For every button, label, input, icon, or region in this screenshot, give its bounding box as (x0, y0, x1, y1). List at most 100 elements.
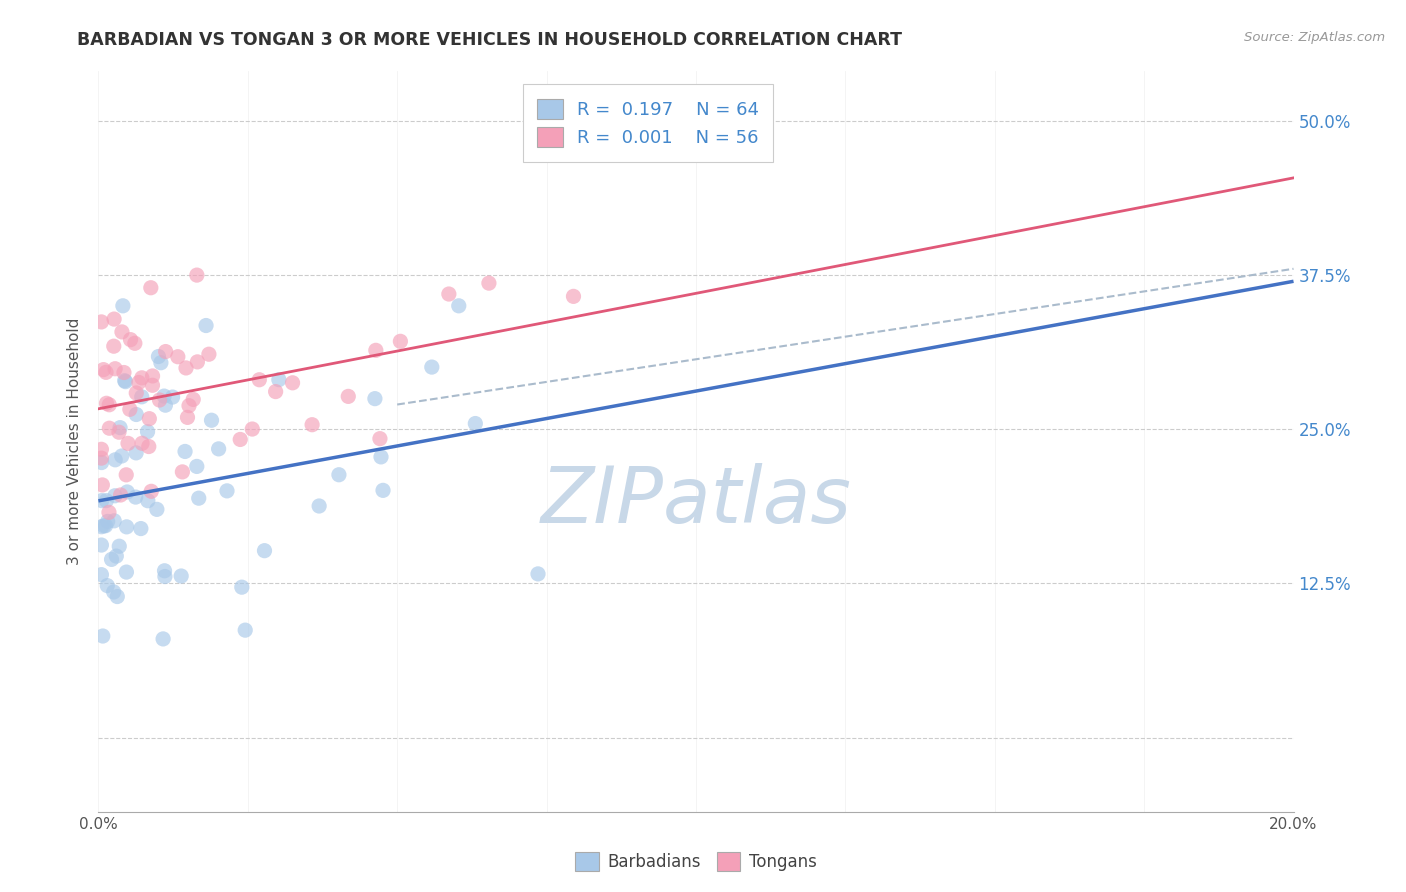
Point (105, 549, 128, 563)
Point (447, 299, 470, 313)
Point (198, 347, 221, 361)
Point (187, 491, 209, 506)
Point (125, 386, 148, 401)
Point (124, 336, 146, 351)
Point (91, 629, 114, 643)
Point (117, 436, 139, 450)
Point (200, 413, 222, 427)
Point (328, 467, 350, 482)
Point (370, 450, 392, 464)
Point (131, 390, 153, 404)
Point (141, 368, 163, 383)
Point (301, 417, 323, 432)
Point (96, 493, 118, 508)
Point (247, 373, 270, 387)
Point (115, 467, 138, 482)
Point (141, 484, 163, 499)
Point (108, 425, 131, 440)
Point (281, 376, 304, 390)
Point (186, 459, 208, 474)
Point (131, 436, 153, 450)
Point (90, 451, 112, 466)
Point (114, 375, 136, 389)
Point (136, 493, 159, 508)
Point (104, 452, 127, 467)
Point (464, 417, 486, 431)
Point (172, 465, 194, 479)
Point (308, 499, 330, 513)
Point (181, 392, 204, 407)
Point (148, 392, 170, 407)
Point (105, 590, 128, 604)
Point (103, 312, 125, 326)
Point (129, 522, 152, 536)
Point (103, 514, 125, 528)
Point (389, 334, 412, 349)
Point (90, 567, 112, 582)
Point (146, 502, 169, 516)
Point (90, 519, 112, 533)
Point (174, 360, 197, 375)
Point (114, 374, 136, 388)
Point (152, 632, 174, 646)
Point (368, 432, 391, 446)
Point (215, 483, 238, 498)
Point (141, 378, 163, 392)
Text: ZIPatlas: ZIPatlas (540, 463, 852, 539)
Point (111, 449, 134, 463)
Point (110, 488, 132, 502)
Point (176, 410, 198, 425)
Point (98, 398, 121, 412)
Legend: Barbadians, Tongans: Barbadians, Tongans (568, 845, 824, 878)
Y-axis label: 3 or more Vehicles in Household: 3 or more Vehicles in Household (67, 318, 83, 566)
Point (364, 392, 387, 406)
Point (136, 425, 159, 439)
Point (148, 350, 170, 364)
Point (98, 421, 121, 435)
Point (186, 268, 208, 282)
Point (118, 402, 141, 417)
Point (94, 365, 117, 379)
Point (153, 389, 176, 403)
Point (170, 569, 193, 583)
Point (240, 422, 263, 436)
Point (128, 376, 150, 390)
Point (153, 564, 176, 578)
Point (97, 515, 120, 529)
Point (90, 456, 112, 470)
Point (104, 489, 127, 503)
Point (93, 362, 115, 376)
Point (115, 485, 138, 500)
Point (103, 585, 125, 599)
Point (371, 483, 394, 498)
Point (364, 343, 387, 358)
Point (90, 493, 112, 508)
Point (112, 366, 135, 380)
Point (96, 579, 118, 593)
Point (138, 411, 160, 425)
Point (125, 408, 148, 422)
Point (91, 478, 114, 492)
Point (186, 355, 208, 369)
Point (104, 361, 127, 376)
Point (149, 356, 172, 370)
Point (267, 373, 290, 387)
Point (103, 339, 125, 353)
Point (97, 505, 120, 519)
Point (115, 520, 138, 534)
Point (115, 565, 138, 579)
Point (233, 623, 256, 637)
Point (108, 420, 131, 434)
Text: Source: ZipAtlas.com: Source: ZipAtlas.com (1244, 31, 1385, 45)
Point (437, 287, 460, 301)
Point (155, 398, 177, 412)
Point (174, 444, 197, 458)
Point (111, 299, 134, 313)
Point (162, 390, 184, 404)
Point (478, 276, 501, 290)
Point (125, 446, 148, 460)
Point (131, 371, 153, 385)
Point (124, 490, 146, 504)
Point (231, 580, 253, 594)
Point (139, 281, 162, 295)
